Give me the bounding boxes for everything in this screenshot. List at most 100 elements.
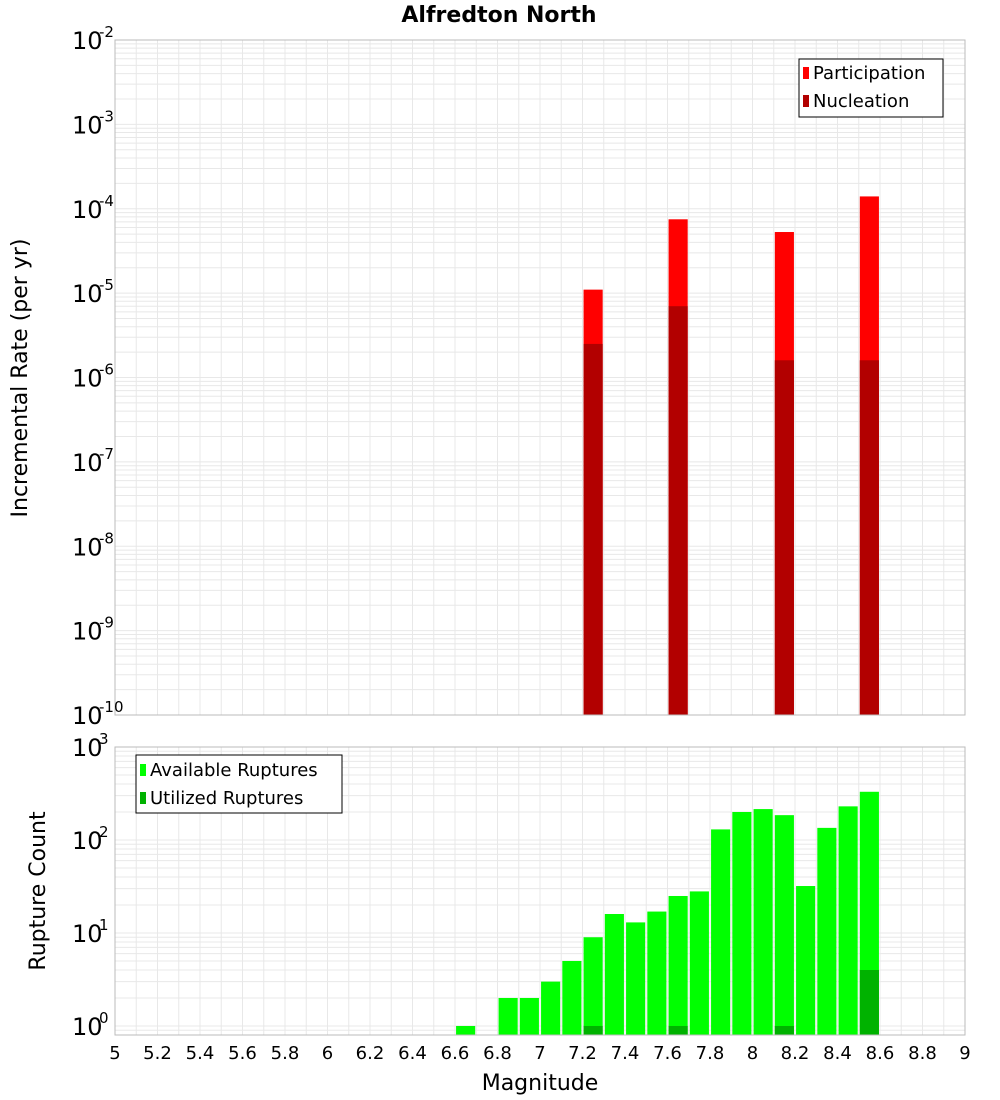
top-y-tick-base: 10 [72,280,103,308]
bottom-y-tick-base: 10 [72,1013,103,1041]
bar-available [456,1025,476,1035]
x-tick-label: 5.6 [228,1043,257,1064]
x-tick-label: 5.2 [143,1043,172,1064]
top-y-tick-exp: -5 [99,276,114,294]
x-tick-label: 8.2 [781,1043,810,1064]
x-tick-label: 7.2 [568,1043,597,1064]
bar-available [838,806,858,1035]
legend-label-utilized: Utilized Ruptures [150,788,303,809]
bar-available [541,981,561,1035]
x-tick-label: 7.8 [696,1043,725,1064]
top-y-tick-base: 10 [72,111,103,139]
top-y-tick-exp: -8 [99,529,114,547]
top-y-tick-exp: -7 [99,445,114,463]
top-y-tick-base: 10 [72,365,103,393]
top-y-tick-exp: -10 [99,698,124,716]
x-tick-label: 6.2 [356,1043,385,1064]
x-tick-labels: 5 5.2 5.4 5.6 5.8 6 6.2 6.4 6.6 6.8 7 7.2 7.4 7.6 7.8 8… [109,1043,970,1064]
x-tick-label: 5 [109,1043,120,1064]
bottom-legend-box [135,754,343,814]
bar-available [711,829,731,1035]
bar-available [626,922,646,1035]
x-tick-label: 7.4 [611,1043,640,1064]
bar-available [817,827,837,1035]
x-tick-label: 8.4 [823,1043,852,1064]
top-y-tick-exp: -3 [99,107,114,125]
chart-title: Alfredton North [401,3,596,28]
x-tick-label: 8 [747,1043,758,1064]
bar-available [796,886,816,1035]
bar-utilized [774,1025,794,1035]
bar-available [562,960,582,1035]
bottom-plot-frame [114,746,966,1036]
bar-available [668,895,688,1035]
x-tick-label: 6.4 [398,1043,427,1064]
top-y-tick-base: 10 [72,533,103,561]
top-y-tick-exp: -2 [99,23,114,41]
x-tick-label: 5.8 [271,1043,300,1064]
top-y-tick-exp: -6 [99,361,114,379]
top-legend: Participation Nucleation [798,58,944,118]
top-plot-frame [114,39,966,716]
bottom-y-axis-label: Rupture Count [26,811,51,971]
legend-swatch-participation [803,67,809,79]
bar-available [732,812,752,1035]
bar-available [583,937,603,1035]
legend-swatch-utilized [140,792,146,804]
bottom-y-tick-exp: 2 [99,823,109,841]
bottom-bars [456,791,879,1035]
bar-available [774,815,794,1035]
bar-available [753,809,773,1035]
x-tick-label: 7.6 [653,1043,682,1064]
x-tick-label: 5.4 [186,1043,215,1064]
x-tick-label: 8.8 [908,1043,937,1064]
legend-label-nucleation: Nucleation [813,91,909,112]
bar-nucleation [583,343,603,715]
bar-utilized [668,1025,688,1035]
top-bars [583,196,879,716]
top-y-tick-base: 10 [72,702,103,730]
x-tick-label: 8.6 [866,1043,895,1064]
bar-nucleation [774,360,794,715]
top-y-tick-exp: -4 [99,192,114,210]
bottom-y-tick-exp: 1 [99,916,109,934]
bar-nucleation [668,306,688,715]
bar-available [689,891,709,1035]
top-y-tick-base: 10 [72,27,103,55]
x-axis-label: Magnitude [482,1071,599,1096]
legend-label-available: Available Ruptures [150,760,318,781]
bottom-y-tick-base: 10 [72,734,103,762]
top-grid [114,39,966,716]
bottom-y-tick-base: 10 [72,827,103,855]
top-y-tick-base: 10 [72,618,103,646]
bar-available [519,997,539,1035]
bar-utilized [859,969,879,1035]
bar-available [498,997,518,1035]
top-y-axis-label: Incremental Rate (per yr) [8,239,33,518]
top-y-tick-base: 10 [72,449,103,477]
bottom-y-tick-exp: 0 [99,1009,109,1027]
x-tick-label: 6.8 [483,1043,512,1064]
top-y-tick-base: 10 [72,196,103,224]
x-tick-label: 6.6 [441,1043,470,1064]
legend-swatch-available [140,764,146,776]
bottom-legend: Available Ruptures Utilized Ruptures [135,754,343,814]
bottom-y-tick-base: 10 [72,920,103,948]
legend-label-participation: Participation [813,63,925,84]
top-legend-box [798,58,944,118]
x-tick-label: 7 [534,1043,545,1064]
bar-available [604,914,624,1035]
bar-utilized [583,1025,603,1035]
bar-nucleation [859,360,879,715]
top-y-tick-exp: -9 [99,614,114,632]
bar-available [647,911,667,1035]
x-tick-label: 6 [322,1043,333,1064]
legend-swatch-nucleation [803,95,809,107]
bottom-y-tick-exp: 3 [99,730,109,748]
x-tick-label: 9 [959,1043,970,1064]
